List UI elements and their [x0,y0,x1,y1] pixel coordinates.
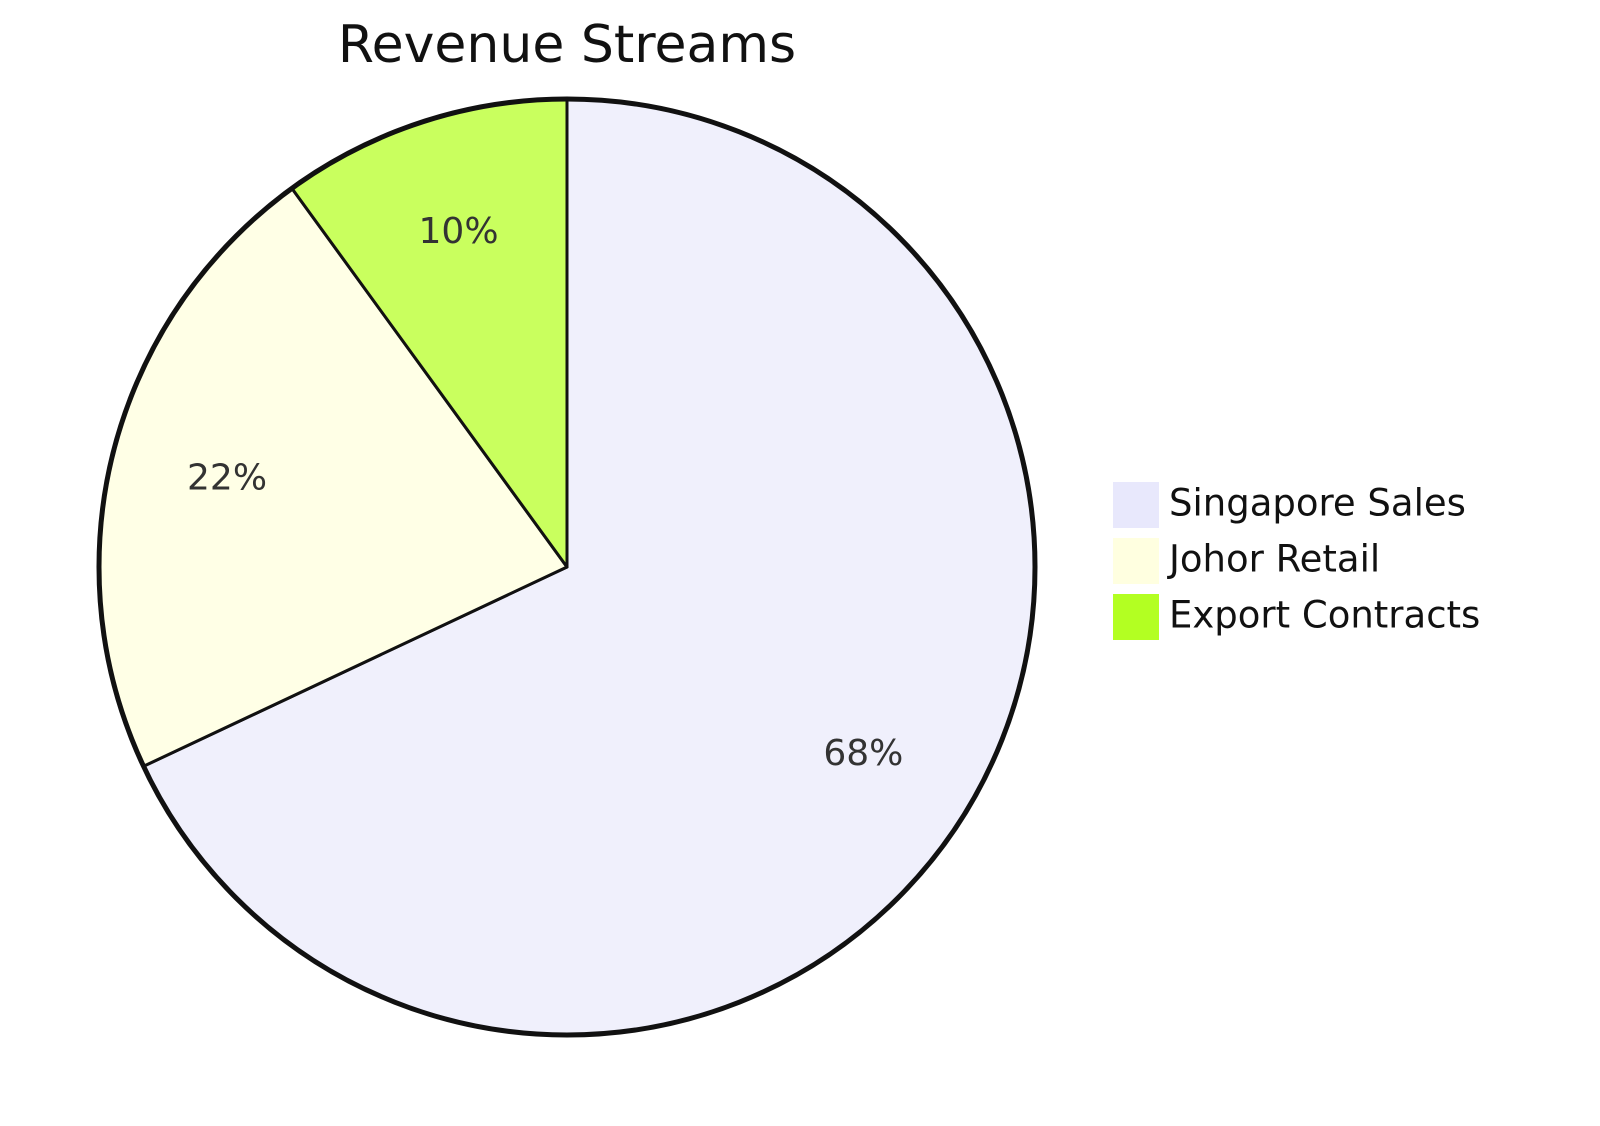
pie-slices [97,97,1037,1037]
legend-label-singapore-sales: Singapore Sales [1169,482,1466,525]
legend-swatch-johor-retail [1113,538,1159,584]
legend-label-export-contracts: Export Contracts [1169,594,1480,637]
pie-outline [96,96,1038,1038]
legend: Singapore Sales Johor Retail Export Contra… [1113,482,1480,640]
slice-label-johor-retail: 22% [187,458,267,499]
slice-labels: 68% 22% 10% [187,211,903,774]
legend-swatch-export-contracts [1113,594,1159,640]
chart-title: Revenue Streams [338,15,796,75]
slice-label-singapore-sales: 68% [823,733,903,774]
legend-label-johor-retail: Johor Retail [1167,538,1380,581]
legend-swatch-singapore-sales [1113,482,1159,528]
slice-label-export-contracts: 10% [419,211,499,252]
